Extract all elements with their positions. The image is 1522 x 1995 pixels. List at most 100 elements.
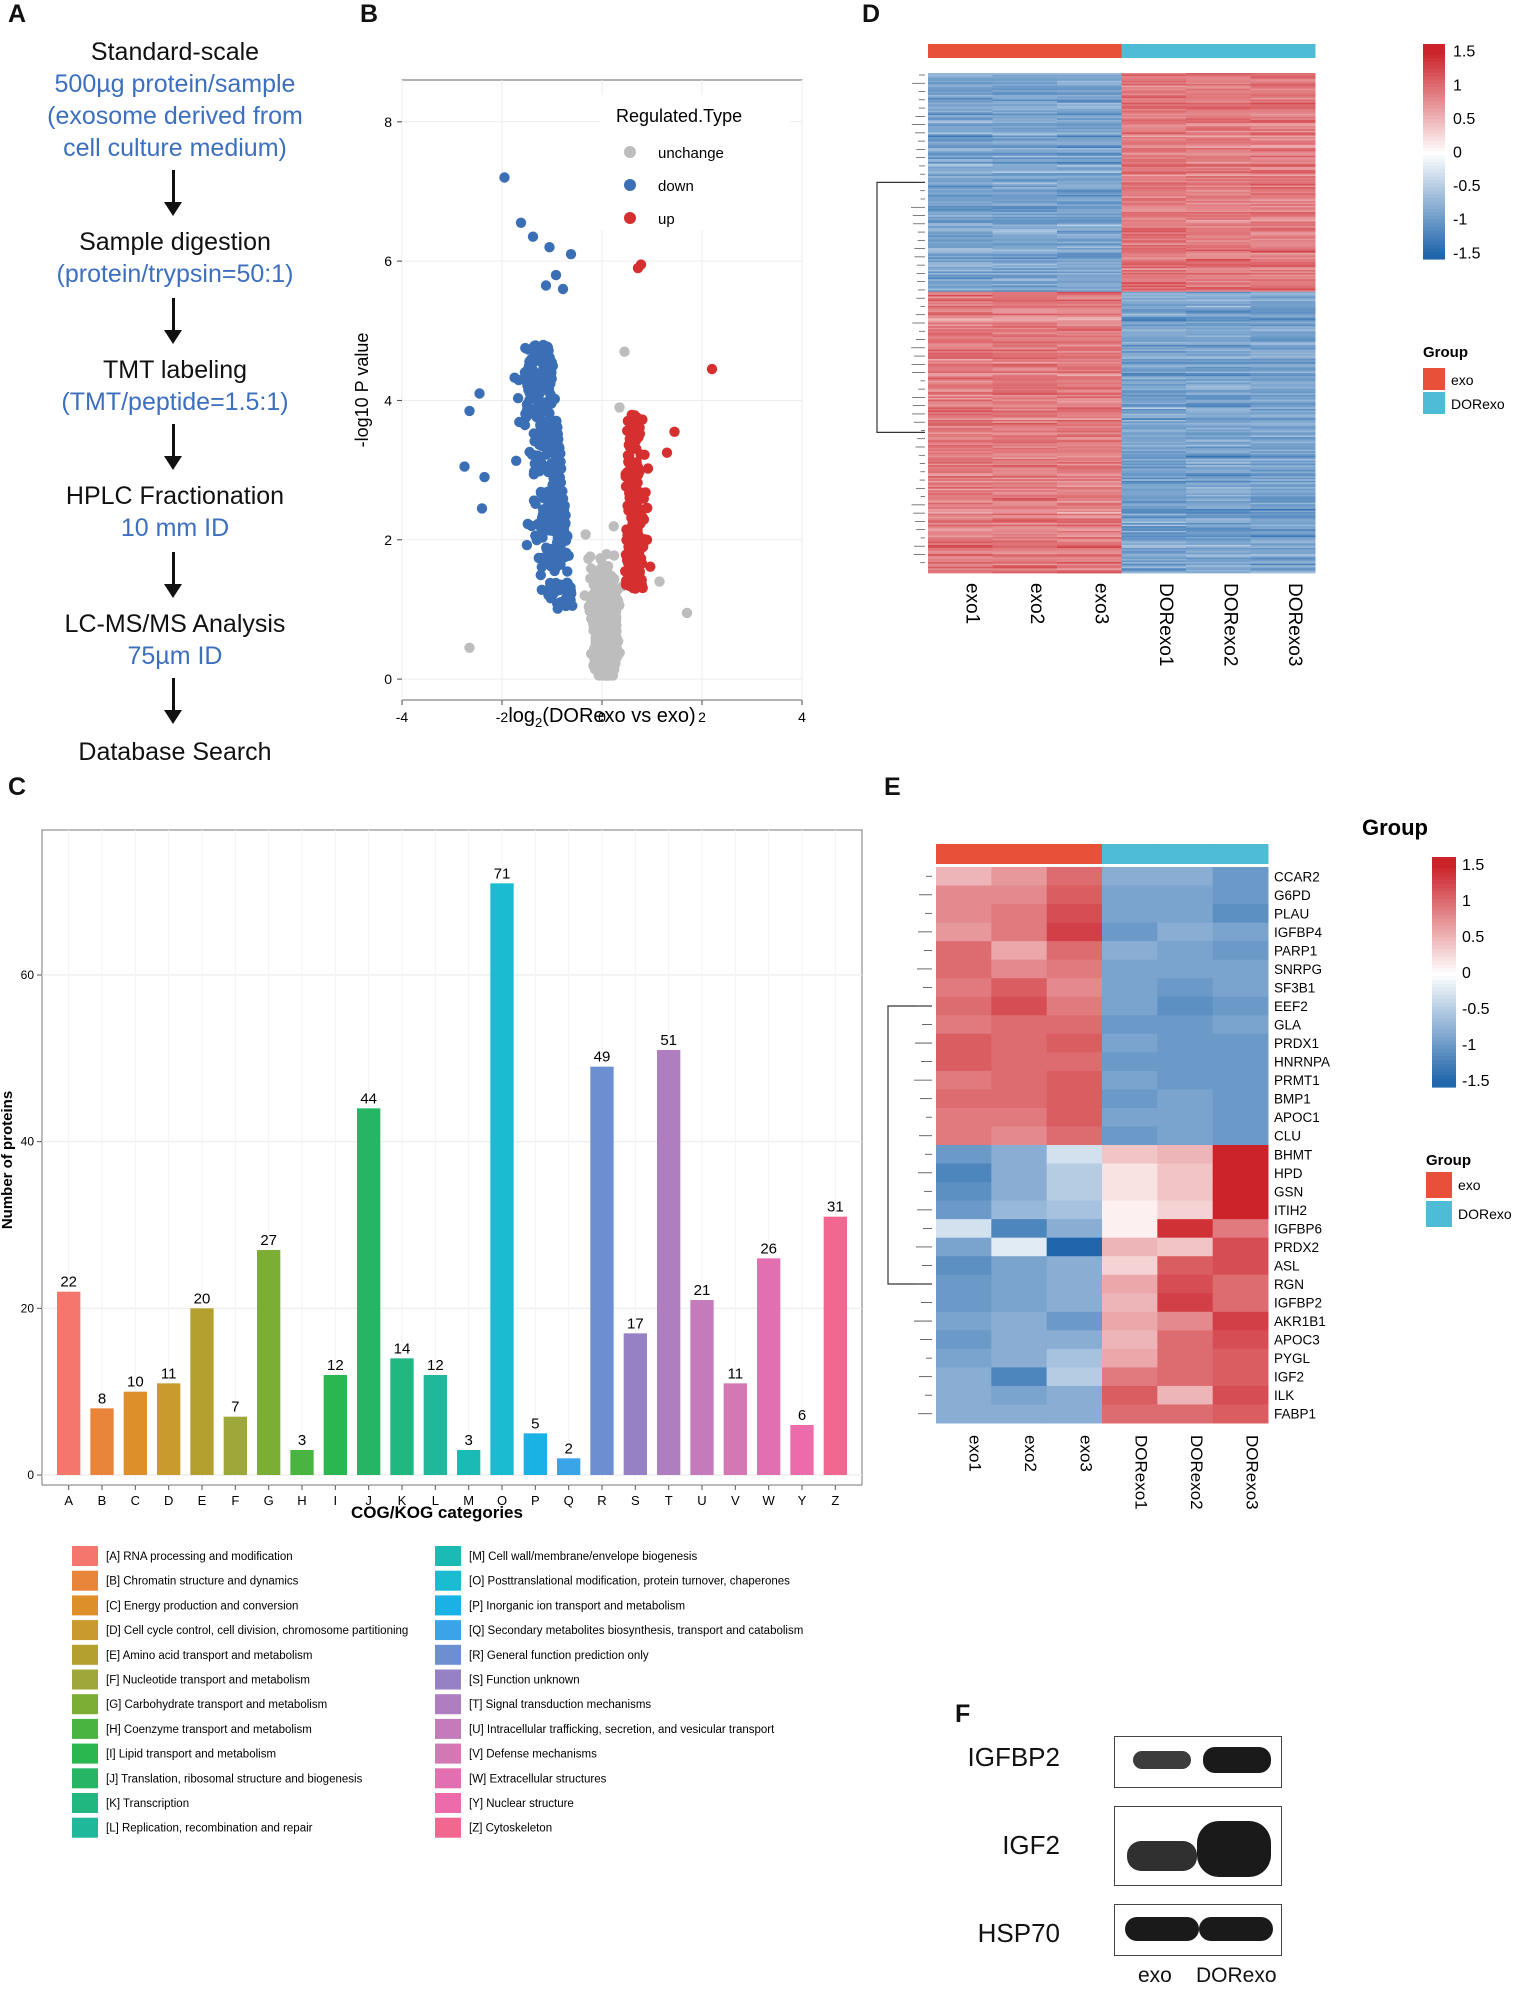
heatmap-e-cell bbox=[1046, 959, 1103, 979]
heatmap-d-cell bbox=[1186, 168, 1251, 171]
heatmap-d-cell bbox=[1186, 441, 1251, 444]
heatmap-d-cell bbox=[1057, 469, 1122, 472]
point-up bbox=[642, 502, 653, 514]
heatmap-d-cell bbox=[1057, 379, 1122, 382]
heatmap-d-cell bbox=[1186, 468, 1251, 471]
heatmap-d-cell bbox=[1250, 285, 1316, 288]
bar-x-tick-label: D bbox=[164, 1493, 173, 1508]
color-scale-step bbox=[1432, 956, 1456, 962]
heatmap-e-cell bbox=[936, 1385, 992, 1405]
heatmap-d-cell bbox=[928, 560, 993, 563]
heatmap-d-cell bbox=[1057, 346, 1122, 349]
heatmap-d-cell bbox=[1057, 255, 1122, 258]
heatmap-d-cell bbox=[1250, 408, 1316, 411]
point-down bbox=[567, 600, 578, 611]
color-scale-step bbox=[1423, 194, 1445, 199]
heatmap-d-cell bbox=[1121, 201, 1187, 204]
color-scale-step bbox=[1432, 1048, 1456, 1054]
heatmap-d-cell bbox=[992, 304, 1058, 307]
heatmap-d-cell bbox=[1121, 166, 1187, 169]
heatmap-d-cell bbox=[1057, 321, 1122, 324]
heatmap-d-cell bbox=[992, 468, 1058, 471]
heatmap-d-cell bbox=[928, 374, 993, 377]
heatmap-d-cell bbox=[1186, 390, 1251, 393]
heatmap-d-cell bbox=[928, 366, 993, 369]
heatmap-d-cell bbox=[1121, 227, 1187, 230]
heatmap-d-cell bbox=[928, 298, 993, 300]
heatmap-d-cell bbox=[1250, 327, 1316, 330]
heatmap-d-cell bbox=[1057, 263, 1122, 266]
heatmap-d-cell bbox=[1186, 555, 1251, 558]
heatmap-d-cell bbox=[1186, 521, 1251, 524]
bar-x-tick-label: V bbox=[731, 1493, 740, 1508]
heatmap-d-cell bbox=[1121, 243, 1187, 246]
heatmap-d-cell bbox=[1186, 207, 1251, 210]
heatmap-d-cell bbox=[1250, 566, 1316, 569]
color-scale-tick-label: -1 bbox=[1453, 212, 1467, 229]
heatmap-d-cell bbox=[928, 198, 993, 200]
heatmap-d-cell bbox=[992, 455, 1058, 458]
heatmap-d-column-label: exo3 bbox=[1090, 583, 1111, 624]
heatmap-d-cell bbox=[928, 83, 993, 86]
heatmap-d-cell bbox=[1057, 483, 1122, 486]
heatmap-d-cell bbox=[1186, 387, 1251, 390]
heatmap-d-cell bbox=[928, 121, 993, 124]
heatmap-d-cell bbox=[928, 126, 993, 129]
heatmap-d-cell bbox=[1057, 399, 1122, 402]
heatmap-d-cell bbox=[1057, 180, 1122, 183]
heatmap-d-cell bbox=[1186, 327, 1251, 330]
heatmap-d-cell bbox=[928, 435, 993, 438]
heatmap-d-cell bbox=[992, 127, 1058, 130]
heatmap-d-cell bbox=[1250, 455, 1316, 458]
heatmap-d-cell bbox=[992, 187, 1058, 190]
heatmap-d-cell bbox=[1250, 401, 1316, 404]
heatmap-e-cell bbox=[936, 1070, 992, 1090]
heatmap-d-cell bbox=[928, 102, 993, 105]
heatmap-d-cell bbox=[992, 98, 1058, 100]
heatmap-d-cell bbox=[992, 546, 1058, 549]
heatmap-e-cell bbox=[936, 1348, 992, 1368]
legend-dorexo-label: DORexo bbox=[1451, 396, 1505, 412]
heatmap-d-cell bbox=[992, 415, 1058, 418]
heatmap-d-cell bbox=[1121, 404, 1187, 407]
heatmap-d-cell bbox=[1121, 473, 1187, 475]
heatmap-d-cell bbox=[1250, 121, 1316, 124]
heatmap-d-cell bbox=[992, 160, 1058, 163]
heatmap-d-cell bbox=[928, 499, 993, 502]
heatmap-d-cell bbox=[992, 354, 1058, 357]
heatmap-d-cell bbox=[992, 93, 1058, 96]
heatmap-d-cell bbox=[1121, 118, 1187, 121]
heatmap-d-cell bbox=[1250, 437, 1316, 440]
heatmap-d-cell bbox=[1186, 419, 1251, 422]
heatmap-d-cell bbox=[992, 476, 1058, 479]
heatmap-d-cell bbox=[992, 524, 1058, 527]
heatmap-d-cell bbox=[992, 140, 1058, 143]
gene-label: PARP1 bbox=[1274, 943, 1317, 958]
heatmap-e-cell bbox=[1046, 885, 1103, 905]
xlabel-main: log bbox=[508, 705, 535, 727]
heatmap-d-cell bbox=[1057, 302, 1122, 305]
heatmap-d-cell bbox=[1057, 338, 1122, 341]
point-unchange bbox=[654, 576, 665, 587]
heatmap-d-cell bbox=[1121, 187, 1187, 190]
heatmap-d-cell bbox=[928, 427, 993, 430]
point-unchange bbox=[597, 669, 608, 680]
heatmap-d-cell bbox=[1121, 382, 1187, 385]
heatmap-d-cell bbox=[928, 558, 993, 561]
band-exo bbox=[1133, 1751, 1191, 1769]
heatmap-d-cell bbox=[928, 493, 993, 496]
heatmap-e-group-label: Group bbox=[1362, 815, 1428, 840]
cog-legend-label: [M] Cell wall/membrane/envelope biogenes… bbox=[469, 1551, 697, 1563]
gene-label: GSN bbox=[1274, 1184, 1303, 1199]
heatmap-d-cell bbox=[928, 199, 993, 202]
bar-x-tick-label: F bbox=[231, 1493, 239, 1508]
heatmap-d-column-label: DORexo3 bbox=[1284, 583, 1305, 666]
heatmap-e-cell bbox=[1046, 1256, 1103, 1276]
heatmap-d-cell bbox=[928, 133, 993, 136]
heatmap-e-cell bbox=[1102, 1274, 1158, 1294]
heatmap-e-cell bbox=[1102, 904, 1158, 924]
heatmap-d-cell bbox=[1186, 294, 1251, 297]
heatmap-d-cell bbox=[1057, 424, 1122, 427]
heatmap-d-cell bbox=[928, 210, 993, 213]
heatmap-d-cell bbox=[1250, 255, 1316, 258]
